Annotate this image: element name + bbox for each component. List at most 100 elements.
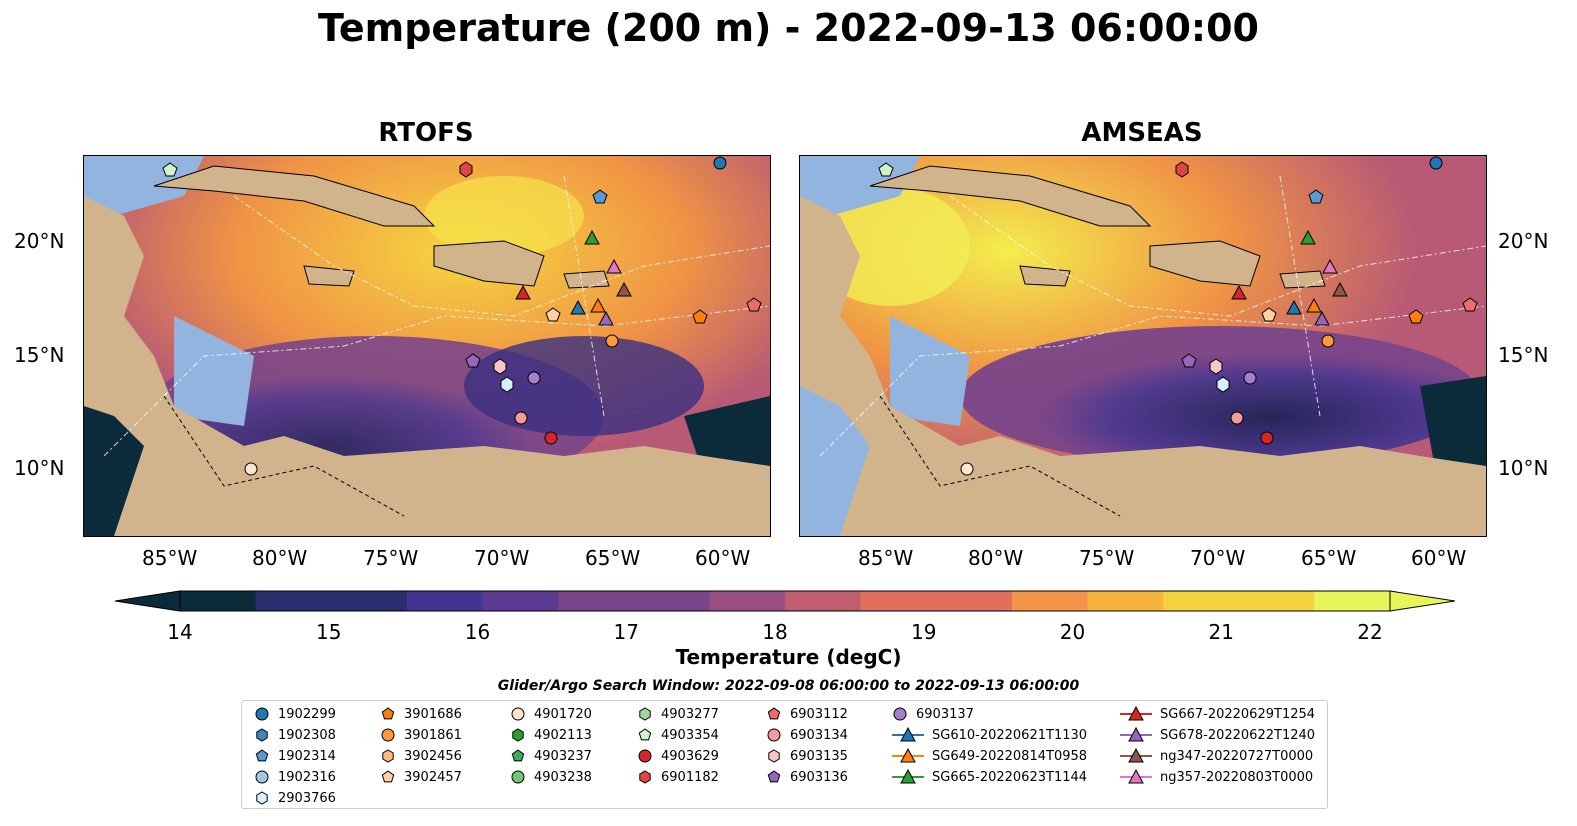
marker-SG667[interactable]: [515, 284, 531, 300]
circle-marker-icon: [511, 770, 525, 784]
legend-label: 4902113: [534, 727, 592, 743]
marker-3901861[interactable]: [605, 334, 619, 348]
legend-label: 2903766: [278, 790, 336, 806]
marker-1902314[interactable]: [1308, 189, 1324, 204]
legend-item: 4903237: [510, 746, 592, 766]
hexagon-marker-icon: [256, 728, 268, 742]
marker-2903766[interactable]: [500, 376, 514, 393]
map-panel-rtofs[interactable]: [83, 155, 771, 537]
marker-3901686[interactable]: [692, 309, 708, 324]
marker-SG665[interactable]: [1300, 229, 1316, 245]
legend-label: SG667-20220629T1254: [1160, 706, 1316, 722]
marker-6903135[interactable]: [1209, 358, 1223, 375]
hexagon-marker-icon: [382, 749, 394, 763]
marker-SG678[interactable]: [598, 310, 614, 326]
marker-3902457[interactable]: [545, 307, 561, 322]
marker-ng347[interactable]: [616, 281, 632, 297]
marker-1902299[interactable]: [1429, 156, 1443, 170]
lon-tick-70w-rtofs: 70°W: [474, 546, 530, 570]
marker-6901182[interactable]: [1175, 161, 1189, 178]
search-window-title: Glider/Argo Search Window: 2022-09-08 06…: [497, 678, 1080, 694]
marker-6903136[interactable]: [1181, 353, 1197, 368]
marker-ng347[interactable]: [1332, 281, 1348, 297]
marker-6903134[interactable]: [1230, 411, 1244, 425]
legend-item: 1902316: [254, 767, 336, 787]
marker-SG678[interactable]: [1314, 310, 1330, 326]
marker-SG610[interactable]: [1286, 299, 1302, 315]
legend-item: 4901720: [510, 704, 592, 724]
marker-1902299[interactable]: [713, 156, 727, 170]
pentagon-marker-icon: [381, 707, 395, 720]
marker-3901686[interactable]: [1408, 309, 1424, 324]
pentagon-marker-icon: [638, 728, 652, 741]
marker-4901720[interactable]: [244, 462, 258, 476]
marker-4903629[interactable]: [544, 431, 558, 445]
legend-label: 6903137: [916, 706, 974, 722]
triangle-marker-icon: [892, 727, 924, 742]
legend-label: 6903135: [790, 748, 848, 764]
legend-item: 6903136: [766, 767, 848, 787]
lon-tick-65w-amseas: 65°W: [1301, 546, 1357, 570]
marker-6901182[interactable]: [459, 161, 473, 178]
legend-label: 3902457: [404, 769, 462, 785]
lon-tick-85w-rtofs: 85°W: [142, 546, 198, 570]
marker-2903766[interactable]: [1216, 376, 1230, 393]
circle-marker-icon: [638, 749, 652, 763]
colorbar-tick-label: 14: [167, 620, 193, 644]
legend-item: 4903629: [637, 746, 719, 766]
marker-6903112[interactable]: [1462, 297, 1478, 312]
marker-SG610[interactable]: [570, 299, 586, 315]
circle-marker-icon: [767, 728, 781, 742]
marker-3902457[interactable]: [1261, 307, 1277, 322]
hexagon-marker-icon: [639, 707, 651, 721]
marker-SG667[interactable]: [1231, 284, 1247, 300]
marker-3901861[interactable]: [1321, 334, 1335, 348]
lat-tick-20n-right: 20°N: [1498, 229, 1549, 253]
marker-SG649[interactable]: [590, 297, 606, 313]
circle-marker-icon: [511, 707, 525, 721]
legend-item: 4903238: [510, 767, 592, 787]
marker-6903136[interactable]: [465, 353, 481, 368]
marker-1902314[interactable]: [592, 189, 608, 204]
circle-marker-icon: [893, 707, 907, 721]
hexagon-marker-icon: [639, 770, 651, 784]
legend-item: 2903766: [254, 788, 336, 808]
legend-label: 1902316: [278, 769, 336, 785]
colorbar-band: [180, 591, 257, 611]
marker-ng357[interactable]: [1322, 258, 1338, 274]
marker-6903135[interactable]: [493, 358, 507, 375]
marker-4903629[interactable]: [1260, 431, 1274, 445]
legend-item: 6901182: [637, 767, 719, 787]
marker-6903137[interactable]: [527, 371, 541, 385]
marker-ng357[interactable]: [606, 258, 622, 274]
lat-tick-15n-left: 15°N: [14, 343, 65, 367]
marker-6903112[interactable]: [746, 297, 762, 312]
marker-SG649[interactable]: [1306, 297, 1322, 313]
colorbar-band: [633, 591, 710, 611]
legend-item: SG667-20220629T1254: [1120, 704, 1315, 724]
legend-label: 4903237: [534, 748, 592, 764]
marker-6903137[interactable]: [1243, 371, 1257, 385]
marker-SG665[interactable]: [584, 229, 600, 245]
colorbar-tick-label: 15: [316, 620, 342, 644]
lat-tick-20n-left: 20°N: [14, 229, 65, 253]
legend-item: 3902456: [380, 746, 462, 766]
pentagon-marker-icon: [381, 770, 395, 783]
triangle-marker-icon: [892, 769, 924, 784]
legend-item: ng357-20220803T0000: [1120, 767, 1313, 787]
legend-item: 3902457: [380, 767, 462, 787]
triangle-marker-icon: [1120, 748, 1152, 763]
legend-label: 6903134: [790, 727, 848, 743]
legend-label: 6903112: [790, 706, 848, 722]
lon-tick-75w-amseas: 75°W: [1079, 546, 1135, 570]
marker-4903354[interactable]: [162, 162, 178, 177]
marker-6903134[interactable]: [514, 411, 528, 425]
colorbar-band: [558, 591, 635, 611]
colorbar-band: [406, 591, 483, 611]
marker-4901720[interactable]: [960, 462, 974, 476]
legend-item: SG678-20220622T1240: [1120, 725, 1315, 745]
hexagon-marker-icon: [512, 728, 524, 742]
map-panel-amseas[interactable]: [799, 155, 1487, 537]
lon-tick-75w-rtofs: 75°W: [363, 546, 419, 570]
marker-4903354[interactable]: [878, 162, 894, 177]
